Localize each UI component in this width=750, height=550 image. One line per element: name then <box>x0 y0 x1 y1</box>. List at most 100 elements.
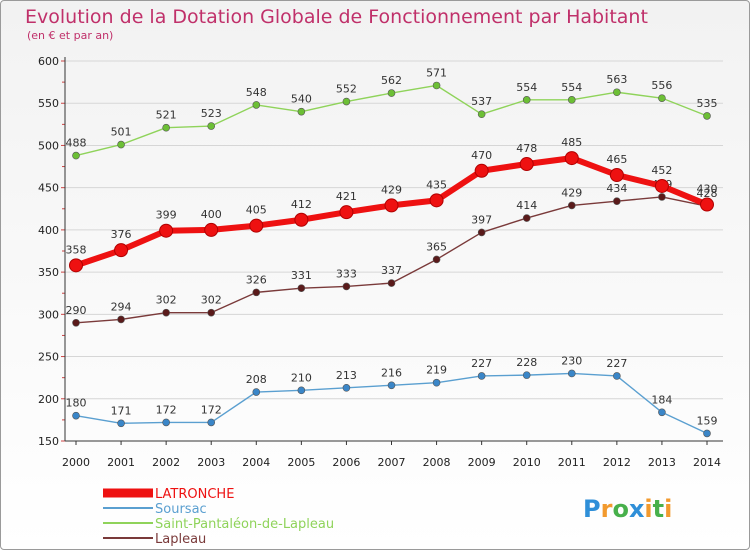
y-tick-label: 350 <box>38 266 59 279</box>
data-point <box>477 372 486 380</box>
x-tick-label: 2013 <box>648 456 676 469</box>
legend-label-soursac: Soursac <box>155 502 207 517</box>
data-label: 421 <box>336 190 357 203</box>
data-point <box>342 383 351 392</box>
data-label: 523 <box>201 107 222 120</box>
data-point <box>658 408 666 417</box>
x-tick-label: 2000 <box>62 456 90 469</box>
data-label: 227 <box>606 357 627 370</box>
data-point <box>567 96 576 104</box>
data-point <box>207 122 216 130</box>
x-tick-label: 2001 <box>107 456 135 469</box>
data-label: 429 <box>381 183 402 196</box>
data-label: 414 <box>516 199 537 212</box>
data-label: 333 <box>336 267 357 280</box>
data-label: 228 <box>516 356 537 369</box>
data-point <box>159 223 174 238</box>
data-label: 430 <box>697 183 718 196</box>
logo-letter: r <box>601 495 613 523</box>
data-point <box>477 228 486 237</box>
data-point <box>522 214 531 222</box>
data-label: 428 <box>697 187 718 200</box>
x-tick-label: 2004 <box>242 456 270 469</box>
chart-title: Evolution de la Dotation Globale de Fonc… <box>25 6 648 28</box>
data-point <box>162 123 170 132</box>
data-point <box>613 88 621 97</box>
legend-label-lapleau: Lapleau <box>155 532 206 547</box>
data-point <box>339 205 354 220</box>
data-point <box>114 243 129 258</box>
data-label: 556 <box>651 79 672 92</box>
data-point <box>432 255 441 264</box>
x-tick-label: 2008 <box>423 456 451 469</box>
data-label: 337 <box>381 264 402 277</box>
data-label: 540 <box>291 93 312 106</box>
data-point <box>384 198 399 213</box>
y-tick-label: 250 <box>38 351 59 364</box>
x-tick-label: 2010 <box>513 456 541 469</box>
data-point <box>477 110 486 118</box>
y-tick-label: 400 <box>38 224 59 237</box>
data-label: 302 <box>156 294 177 307</box>
data-point <box>387 381 396 390</box>
data-point <box>432 81 441 90</box>
data-point <box>207 308 216 317</box>
logo-letter: i <box>664 495 672 523</box>
x-tick-label: 2005 <box>287 456 315 469</box>
data-point <box>72 411 80 420</box>
x-tick-label: 2014 <box>693 456 721 469</box>
data-label: 435 <box>426 178 447 191</box>
data-label: 571 <box>426 66 447 79</box>
data-label: 429 <box>561 186 582 199</box>
data-label: 172 <box>201 403 222 416</box>
data-label: 397 <box>471 213 492 226</box>
data-label: 172 <box>156 403 177 416</box>
data-label: 227 <box>471 357 492 370</box>
y-tick-label: 600 <box>38 55 59 68</box>
data-label: 535 <box>697 97 718 110</box>
x-tick-label: 2011 <box>558 456 586 469</box>
data-point <box>294 212 309 227</box>
data-point <box>609 168 624 182</box>
y-tick-label: 150 <box>38 435 59 448</box>
data-point <box>117 315 125 324</box>
series-latronche: 358 376 399 400 405 412 421 429 435 470 478 485 465 4… <box>66 136 718 273</box>
data-point <box>117 140 125 149</box>
x-tick-label: 2002 <box>152 456 180 469</box>
series-saint-pantal-on-de-lapleau: 488 501 521 523 548 540 552 562 571 537 554 554 563 5… <box>66 66 718 160</box>
x-tick-label: 2009 <box>468 456 496 469</box>
data-point <box>522 96 531 104</box>
data-point <box>72 318 80 327</box>
series-soursac: 180 171 172 172 208 210 213 216 219 227 228 230 227 1… <box>66 354 718 438</box>
axes: 150 200 250 300 350 400 450 500 550 600 2000 2001 20… <box>38 55 723 469</box>
data-point <box>162 308 170 317</box>
data-label: 171 <box>111 404 132 417</box>
legend-label-saint-pantal-on-de-lapleau: Saint-Pantaléon-de-Lapleau <box>155 517 334 532</box>
data-label: 180 <box>66 397 87 410</box>
data-label: 478 <box>516 142 537 155</box>
data-label: 554 <box>561 81 582 94</box>
data-label: 452 <box>651 164 672 177</box>
data-point <box>519 157 534 172</box>
data-label: 216 <box>381 366 402 379</box>
x-tick-label: 2007 <box>378 456 406 469</box>
logo-letter: o <box>612 495 629 523</box>
data-label: 548 <box>246 86 267 99</box>
data-label: 230 <box>561 354 582 367</box>
data-point <box>613 197 621 205</box>
data-label: 400 <box>201 208 222 221</box>
data-point <box>432 378 441 387</box>
data-point <box>342 282 351 291</box>
data-label: 434 <box>606 182 627 195</box>
data-point <box>387 279 396 287</box>
data-label: 376 <box>111 228 132 241</box>
data-point <box>564 151 579 166</box>
data-label: 326 <box>246 273 267 286</box>
logo-letter: x <box>629 495 645 523</box>
data-point <box>654 178 669 193</box>
data-label: 552 <box>336 83 357 96</box>
data-point <box>703 429 711 438</box>
data-label: 399 <box>156 209 177 222</box>
data-label: 210 <box>291 371 312 384</box>
data-label: 485 <box>561 136 582 149</box>
